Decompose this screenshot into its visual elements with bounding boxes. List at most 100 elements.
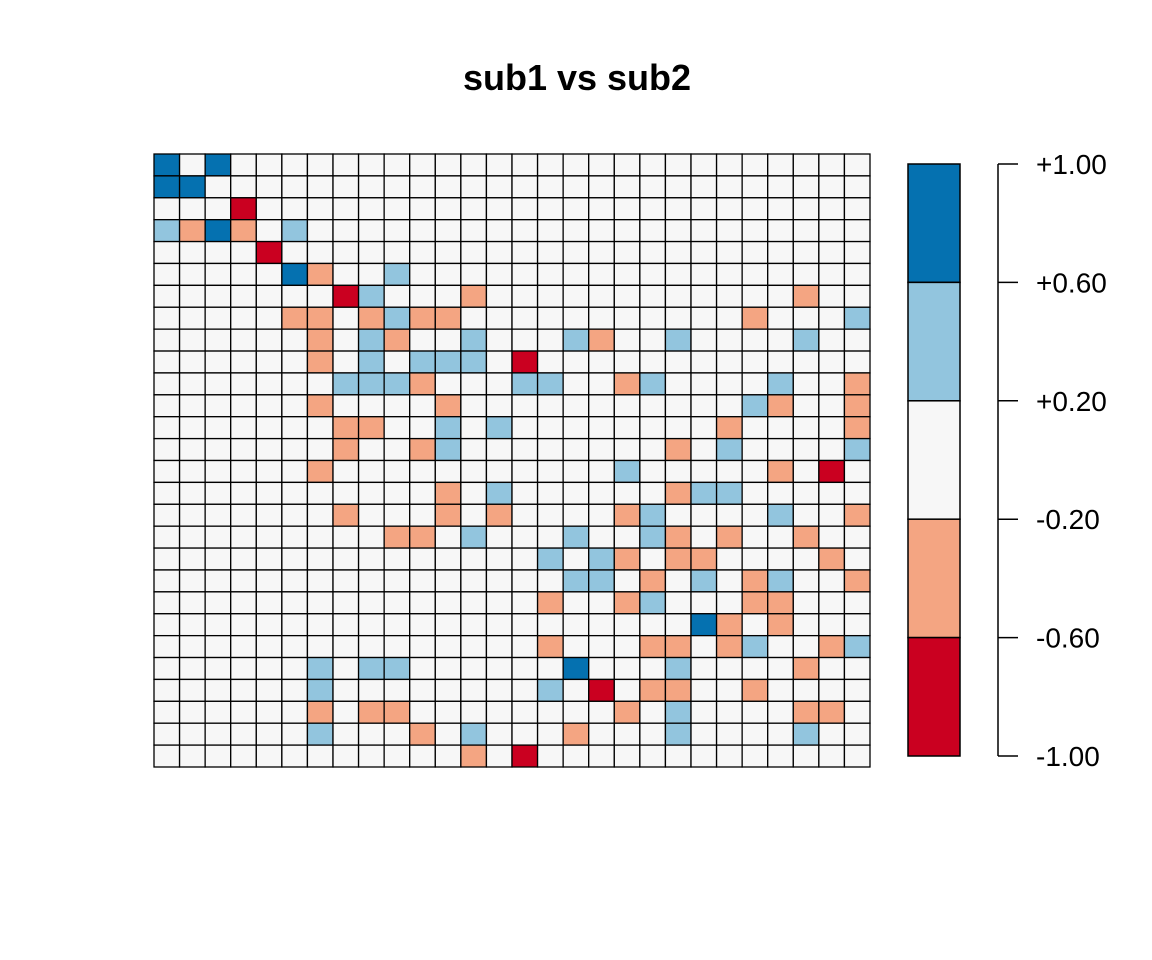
heatmap-cell	[178, 591, 206, 615]
heatmap-cell	[460, 175, 488, 199]
heatmap-cell	[485, 503, 513, 527]
heatmap-cell	[332, 153, 360, 177]
heatmap-cell	[485, 591, 513, 615]
heatmap-cell	[818, 656, 846, 681]
heatmap-cell	[818, 240, 846, 265]
heatmap-cell	[485, 678, 513, 702]
heatmap-cell	[792, 744, 820, 768]
heatmap-cell	[409, 197, 436, 221]
heatmap-cell	[409, 262, 436, 286]
heatmap-cell	[741, 547, 769, 571]
heatmap-cell	[306, 481, 334, 505]
heatmap-cell	[818, 153, 846, 177]
heatmap-cell	[357, 262, 385, 286]
heatmap-cell	[255, 481, 283, 505]
heatmap-cell	[690, 591, 718, 615]
heatmap-cell	[792, 437, 820, 462]
heatmap-cell	[715, 416, 743, 440]
heatmap-cell	[485, 350, 513, 374]
heatmap-cell	[639, 240, 667, 265]
heatmap-cell	[434, 175, 462, 199]
heatmap-cell	[178, 328, 206, 352]
heatmap-cell	[690, 547, 718, 571]
heatmap-cell	[562, 547, 590, 571]
heatmap-cell	[460, 459, 488, 484]
heatmap-cell	[818, 525, 846, 549]
heatmap-cell	[332, 547, 360, 571]
heatmap-cell	[409, 613, 436, 637]
heatmap-cell	[639, 394, 667, 418]
heatmap-cell	[281, 481, 309, 505]
heatmap-cell	[460, 613, 488, 637]
heatmap-cell	[715, 219, 743, 243]
heatmap-cell	[306, 328, 334, 352]
heatmap-cell	[767, 722, 794, 746]
heatmap-cell	[383, 394, 411, 418]
heatmap-cell	[511, 700, 539, 724]
heatmap-cell	[536, 240, 564, 265]
heatmap-cell	[843, 591, 871, 615]
heatmap-cell	[383, 481, 411, 505]
heatmap-cell	[153, 350, 181, 374]
heatmap-cell	[741, 700, 769, 724]
heatmap-cell	[818, 306, 846, 330]
heatmap-cell	[511, 219, 539, 243]
heatmap-cell	[255, 503, 283, 527]
heatmap-cell	[460, 372, 488, 396]
heatmap-cell	[281, 153, 309, 177]
heatmap-cell	[281, 437, 309, 462]
heatmap-cell	[485, 437, 513, 462]
heatmap-cell	[511, 306, 539, 330]
heatmap-cell	[485, 153, 513, 177]
heatmap-cell	[690, 197, 718, 221]
heatmap-cell	[562, 700, 590, 724]
heatmap-cell	[178, 634, 206, 659]
heatmap-cell	[383, 547, 411, 571]
heatmap-cell	[613, 262, 641, 286]
heatmap-cell	[153, 394, 181, 418]
heatmap-cell	[230, 350, 257, 374]
heatmap-cell	[588, 481, 615, 505]
heatmap-cell	[818, 481, 846, 505]
heatmap-cell	[511, 240, 539, 265]
heatmap-cell	[741, 722, 769, 746]
legend-tick-label: -0.60	[1036, 623, 1100, 654]
heatmap-cell	[511, 613, 539, 637]
heatmap-cell	[741, 656, 769, 681]
heatmap-cell	[383, 153, 411, 177]
heatmap-cell	[357, 197, 385, 221]
heatmap-cell	[357, 591, 385, 615]
heatmap-cell	[664, 350, 692, 374]
heatmap-cell	[178, 547, 206, 571]
heatmap-cell	[664, 394, 692, 418]
heatmap-cell	[357, 525, 385, 549]
heatmap-cell	[536, 416, 564, 440]
heatmap-cell	[767, 700, 794, 724]
heatmap-cell	[204, 306, 232, 330]
heatmap-cell	[255, 437, 283, 462]
heatmap-cell	[843, 525, 871, 549]
heatmap-cell	[460, 153, 488, 177]
heatmap-cell	[511, 569, 539, 593]
legend-tick-label: -0.20	[1036, 504, 1100, 535]
heatmap-cell	[511, 416, 539, 440]
heatmap-cell	[690, 416, 718, 440]
heatmap-cell	[230, 613, 257, 637]
heatmap-cell	[613, 591, 641, 615]
heatmap-cell	[715, 525, 743, 549]
legend-swatch	[907, 163, 961, 284]
heatmap-cell	[613, 503, 641, 527]
heatmap-cell	[639, 744, 667, 768]
heatmap-cell	[383, 591, 411, 615]
heatmap-cell	[639, 437, 667, 462]
heatmap-cell	[306, 306, 334, 330]
heatmap-cell	[613, 306, 641, 330]
heatmap-cell	[843, 700, 871, 724]
heatmap-cell	[178, 481, 206, 505]
heatmap-cell	[485, 284, 513, 308]
heatmap-cell	[204, 284, 232, 308]
heatmap-cell	[843, 569, 871, 593]
heatmap-cell	[230, 372, 257, 396]
heatmap-cell	[536, 306, 564, 330]
heatmap-cell	[230, 744, 257, 768]
